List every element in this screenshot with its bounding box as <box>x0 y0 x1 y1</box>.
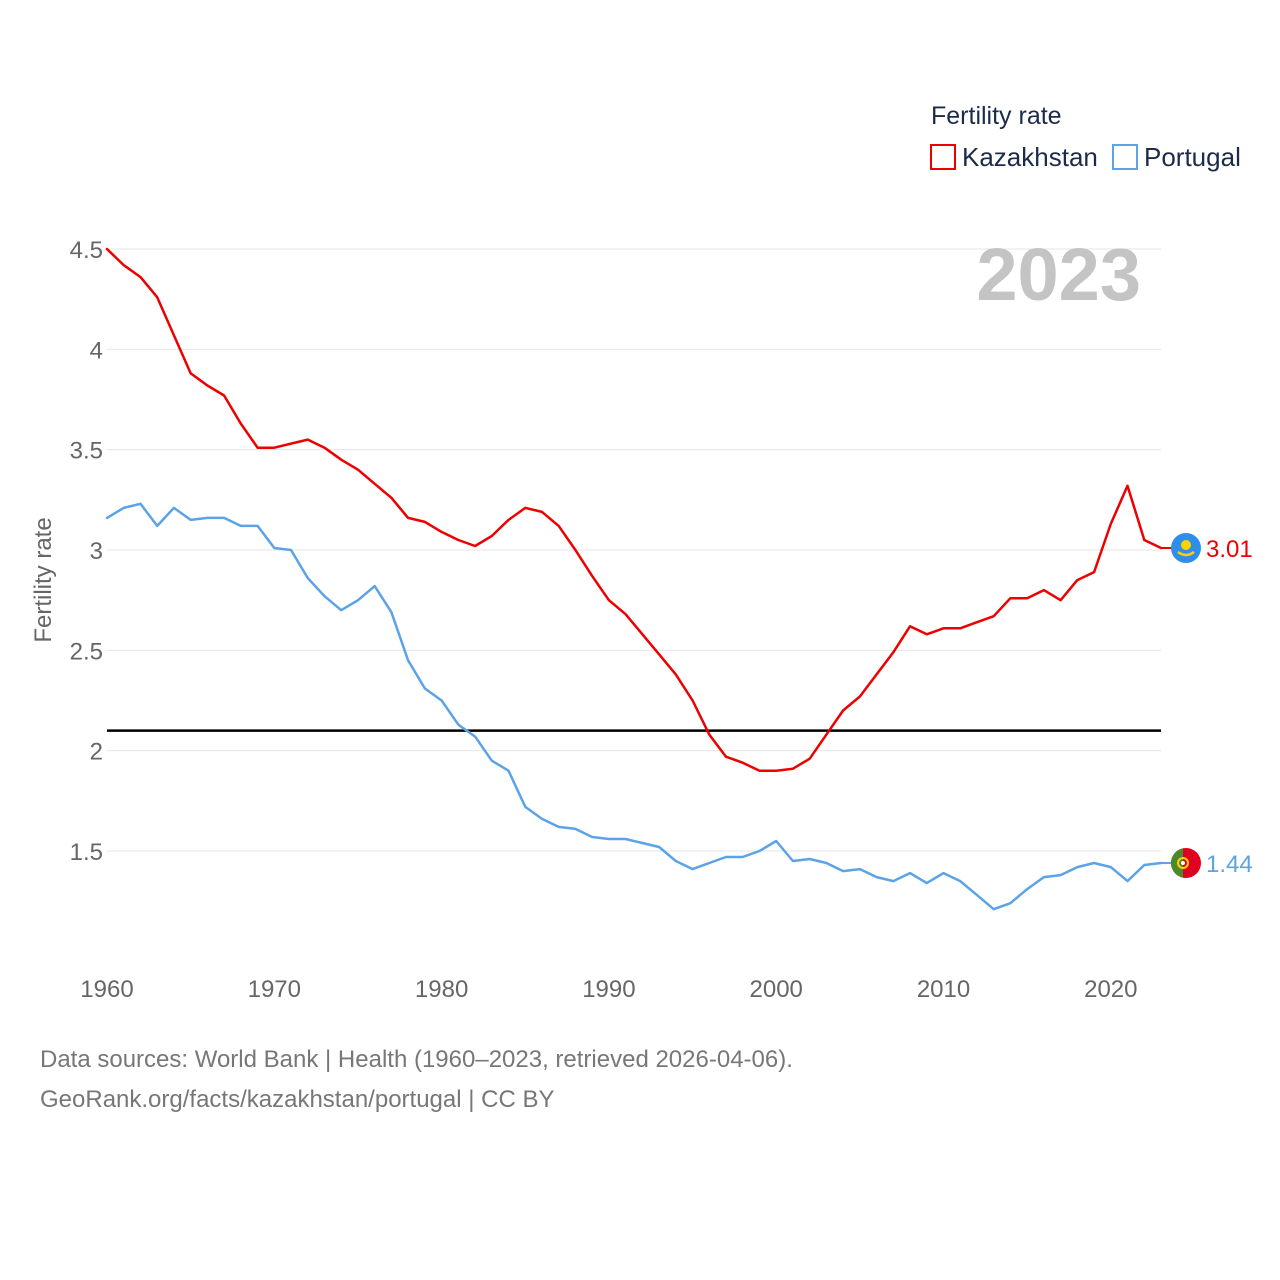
y-tick-label: 2.5 <box>70 638 103 665</box>
y-tick-label: 3 <box>90 538 103 565</box>
data-source-footer: Data sources: World Bank | Health (1960–… <box>40 1040 793 1120</box>
x-tick-label: 2000 <box>750 976 803 1003</box>
y-tick-label: 3.5 <box>70 438 103 465</box>
y-axis-title: Fertility rate <box>30 517 57 642</box>
year-label: 2023 <box>976 233 1141 316</box>
x-tick-label: 1970 <box>248 976 301 1003</box>
legend: Fertility rate Kazakhstan Portugal <box>930 102 1241 172</box>
footer-sources: Data sources: World Bank | Health (1960–… <box>40 1046 793 1073</box>
footer-link[interactable]: GeoRank.org/facts/kazakhstan/portugal | … <box>40 1086 555 1113</box>
x-axis-ticks: 1960 1970 1980 1990 2000 2010 2020 <box>80 976 1137 1003</box>
kazakhstan-flag-icon <box>1171 532 1201 563</box>
series-line-kazakhstan[interactable] <box>105 247 1163 772</box>
y-tick-label: 4 <box>90 337 103 364</box>
grid-lines <box>107 248 1161 852</box>
x-tick-label: 2010 <box>917 976 970 1003</box>
legend-swatch-kazakhstan <box>930 144 956 170</box>
legend-label-portugal: Portugal <box>1144 142 1241 172</box>
legend-label-kazakhstan: Kazakhstan <box>962 142 1098 172</box>
x-tick-label: 1990 <box>582 976 635 1003</box>
series-end-markers: 3.01 1.44 <box>1161 532 1253 879</box>
y-tick-label: 4.5 <box>70 237 103 264</box>
x-tick-label: 1960 <box>80 976 133 1003</box>
series-lines <box>105 247 1163 911</box>
end-value-label-portugal: 1.44 <box>1206 851 1253 878</box>
y-tick-label: 2 <box>90 739 103 766</box>
legend-item-kazakhstan[interactable]: Kazakhstan <box>930 142 1098 172</box>
legend-swatch-portugal <box>1112 144 1138 170</box>
portugal-flag-icon <box>1171 848 1201 879</box>
end-value-label-kazakhstan: 3.01 <box>1206 536 1253 563</box>
y-tick-label: 1.5 <box>70 839 103 866</box>
legend-title: Fertility rate <box>931 102 1062 130</box>
legend-item-portugal[interactable]: Portugal <box>1112 142 1241 172</box>
x-tick-label: 1980 <box>415 976 468 1003</box>
x-tick-label: 2020 <box>1084 976 1137 1003</box>
y-axis-ticks: 1.5 2 2.5 3 3.5 4 4.5 <box>70 237 103 866</box>
series-line-portugal[interactable] <box>105 502 1163 911</box>
